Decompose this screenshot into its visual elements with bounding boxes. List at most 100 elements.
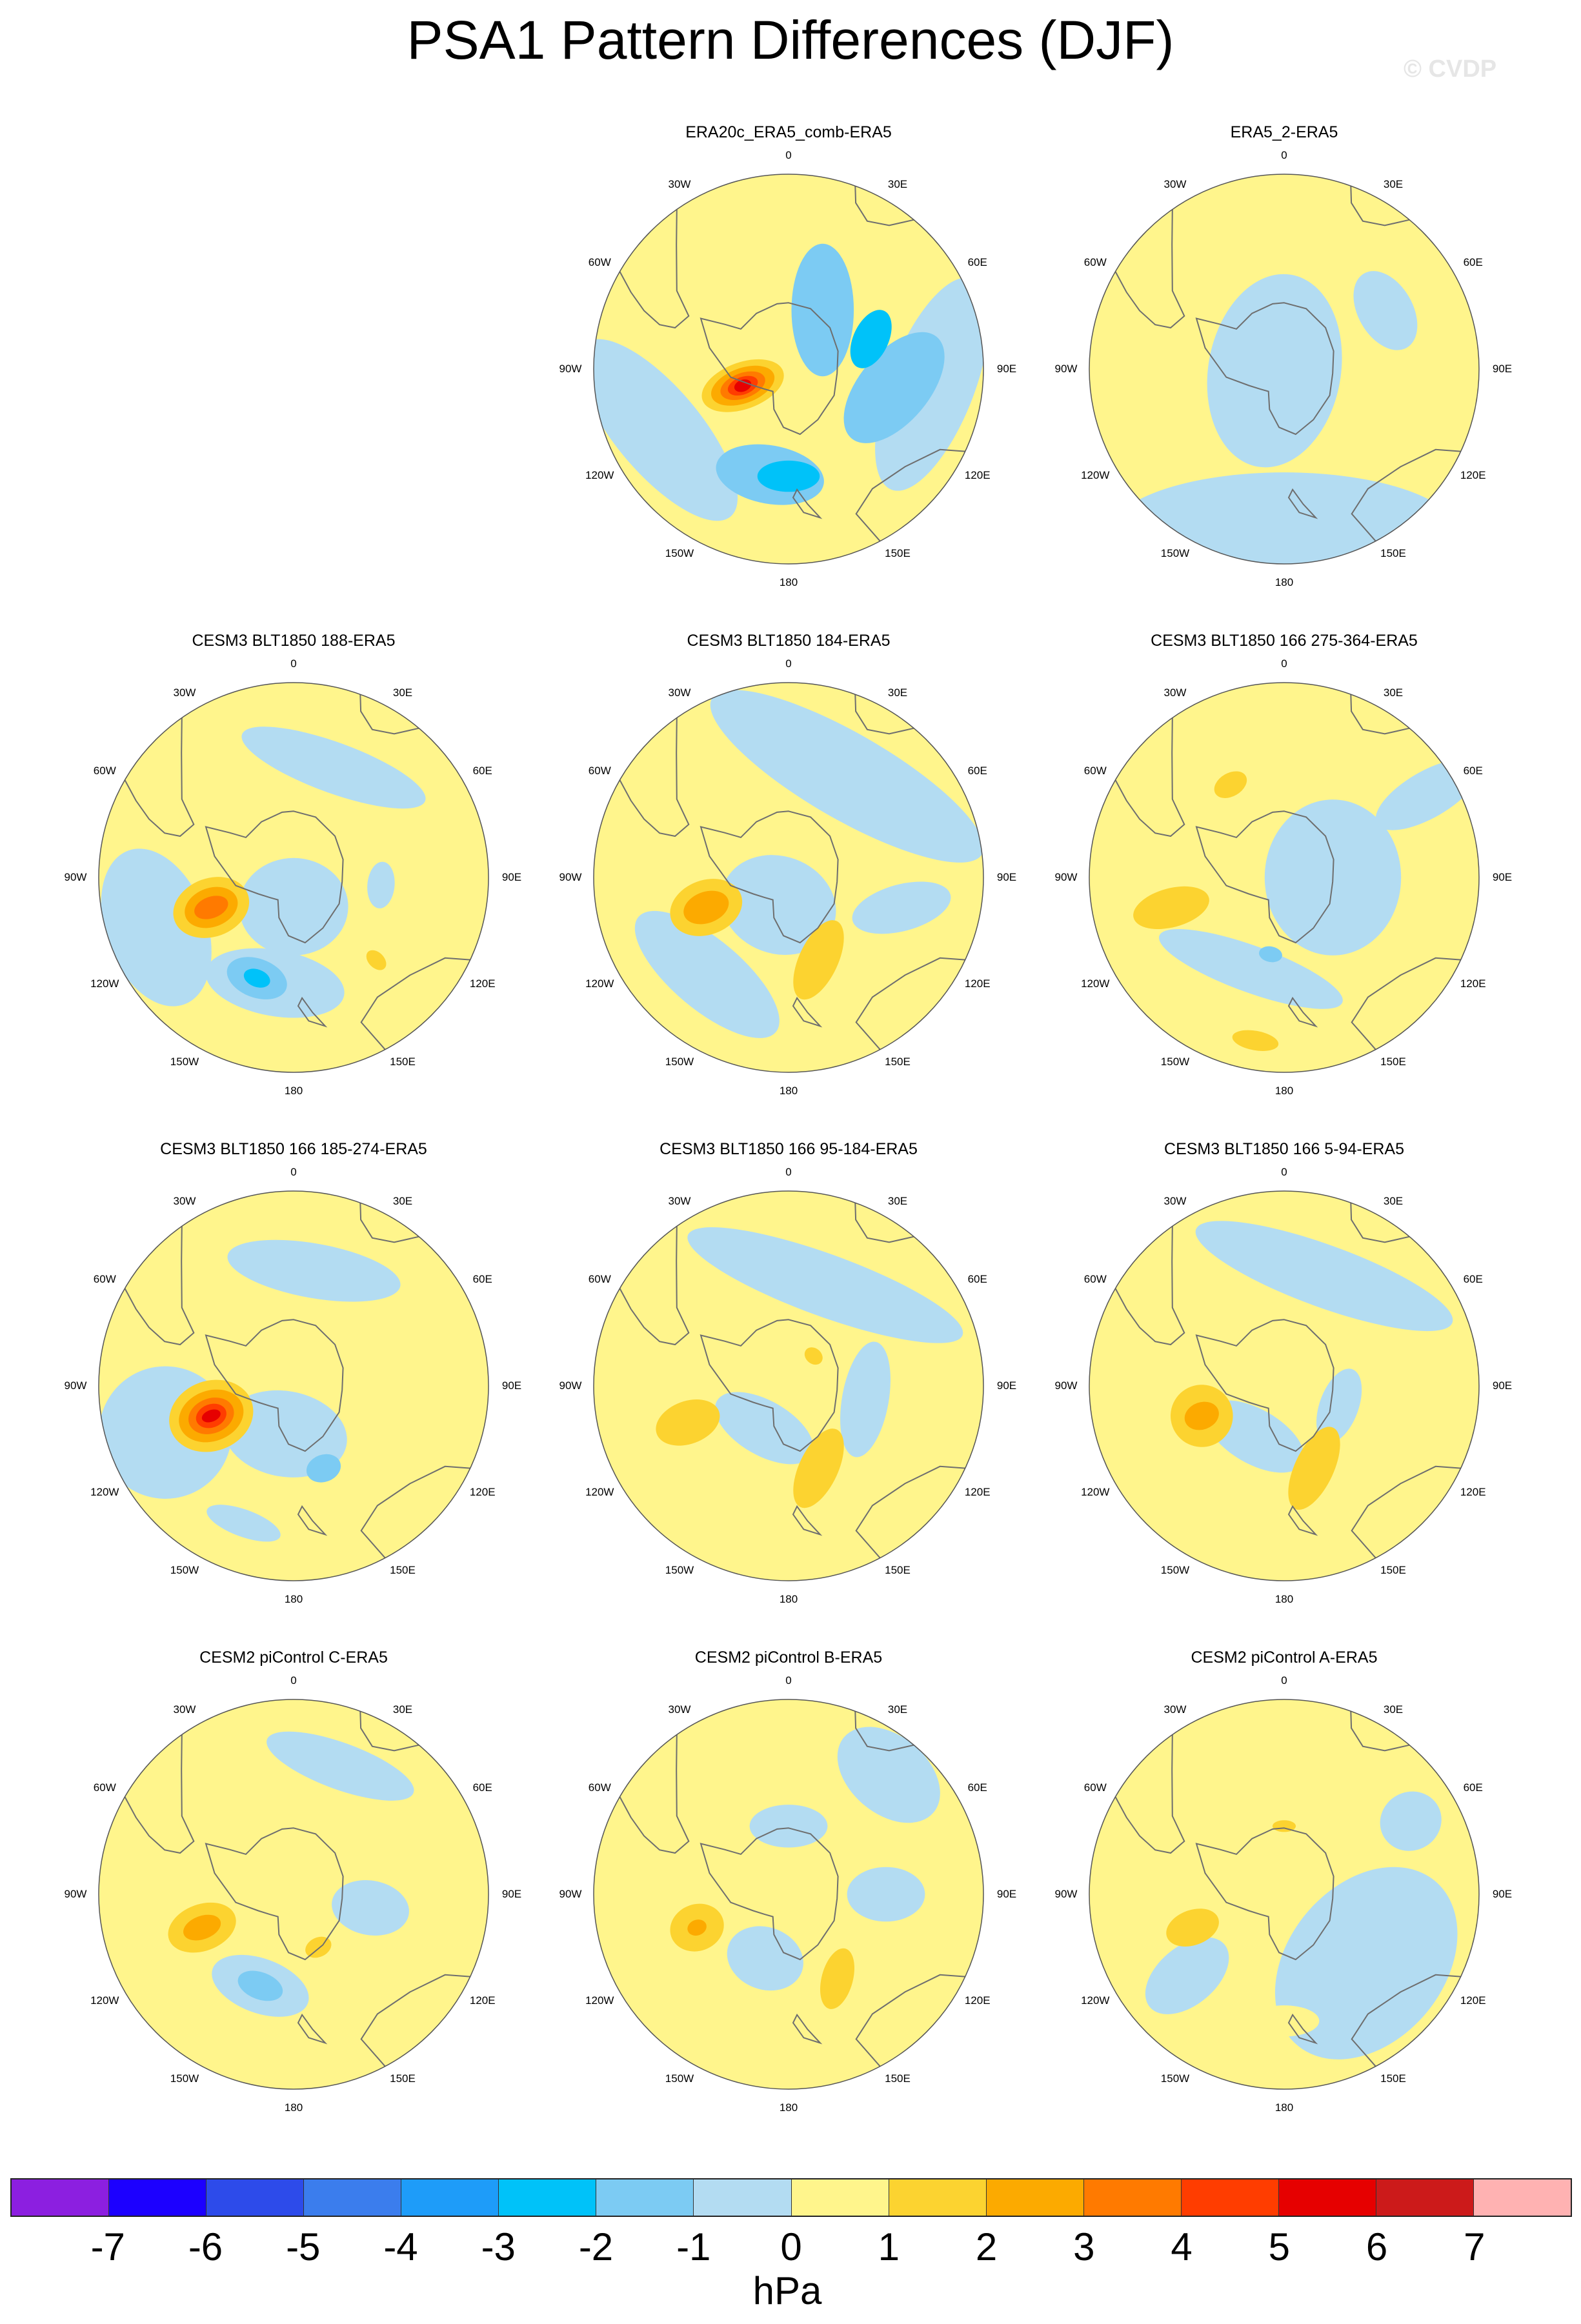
- longitude-label: 30E: [392, 1703, 413, 1716]
- antarctica-outline: [205, 1827, 344, 1961]
- new-zealand-outline: [297, 1505, 328, 1536]
- longitude-label: 90W: [559, 1379, 582, 1392]
- longitude-label: 120E: [964, 1994, 991, 2007]
- longitude-label: 150W: [665, 2072, 694, 2085]
- longitude-label: 180: [1274, 1592, 1294, 1605]
- longitude-label: 90E: [996, 1379, 1017, 1392]
- map-panel-era5-2: [1089, 174, 1480, 565]
- new-zealand-outline: [1287, 1505, 1318, 1536]
- south-america-outline: [1114, 209, 1185, 329]
- colorbar-swatch: [596, 2179, 694, 2216]
- australia-outline: [360, 957, 470, 1050]
- longitude-label: 30E: [887, 686, 908, 699]
- contour-region: [227, 1239, 401, 1302]
- longitude-label: 0: [785, 1166, 792, 1179]
- contour-region: [793, 1428, 844, 1508]
- map-border: [1089, 1699, 1480, 2090]
- colorbar-swatch: [1376, 2179, 1474, 2216]
- colorbar-swatch: [791, 2179, 889, 2216]
- colorbar-swatch: [206, 2179, 305, 2216]
- longitude-label: 120E: [469, 1486, 496, 1499]
- africa-outline: [854, 1203, 914, 1243]
- panel-title: CESM2 piControl A-ERA5: [1191, 1648, 1378, 1667]
- australia-outline: [1351, 1465, 1461, 1559]
- map-border: [593, 174, 984, 565]
- contour-region: [1214, 771, 1247, 798]
- longitude-label: 60W: [1083, 1272, 1107, 1285]
- south-america-outline: [619, 1734, 690, 1854]
- australia-outline: [855, 957, 965, 1050]
- map-panel-blt-188: [98, 682, 489, 1073]
- contour-region: [791, 243, 854, 377]
- longitude-label: 30W: [668, 1194, 691, 1207]
- colorbar-unit: hPa: [752, 2269, 822, 2312]
- contour-region: [366, 950, 387, 970]
- contour-region: [1353, 271, 1418, 350]
- australia-outline: [1351, 448, 1461, 542]
- contour-region: [656, 1399, 720, 1446]
- longitude-label: 150E: [390, 1056, 416, 1068]
- africa-outline: [359, 1711, 419, 1752]
- longitude-label: 90E: [1492, 1888, 1513, 1900]
- contour-region: [1166, 1908, 1219, 1947]
- longitude-label: 90W: [64, 1888, 87, 1900]
- longitude-label: 150W: [1160, 1056, 1190, 1068]
- longitude-label: 150W: [665, 1056, 694, 1068]
- longitude-label: 60W: [588, 764, 611, 777]
- contour-region: [1380, 1791, 1442, 1851]
- longitude-label: 90E: [501, 1379, 522, 1392]
- map-panel-blt-184: [593, 682, 984, 1073]
- contour-region: [757, 460, 820, 492]
- panel-title: CESM3 BLT1850 184-ERA5: [687, 632, 891, 650]
- contour-region: [194, 896, 228, 919]
- longitude-label: 0: [1281, 657, 1287, 670]
- panel-title: CESM3 BLT1850 166 185-274-ERA5: [160, 1140, 427, 1158]
- page-title: PSA1 Pattern Differences (DJF): [407, 10, 1174, 70]
- longitude-label: 120E: [1460, 1994, 1486, 2007]
- longitude-label: 90E: [501, 871, 522, 883]
- longitude-label: 180: [779, 1592, 798, 1605]
- new-zealand-outline: [792, 2013, 823, 2045]
- longitude-label: 180: [779, 1084, 798, 1097]
- longitude-label: 150E: [1380, 2072, 1406, 2085]
- longitude-label: 120W: [585, 977, 614, 990]
- longitude-label: 60W: [93, 764, 116, 777]
- longitude-label: 90E: [996, 871, 1017, 883]
- longitude-label: 120W: [1081, 977, 1110, 990]
- contour-region: [332, 1880, 409, 1936]
- longitude-label: 150E: [1380, 547, 1406, 560]
- longitude-label: 60E: [1463, 255, 1483, 268]
- longitude-label: 120W: [1081, 469, 1110, 482]
- antarctica-outline: [1195, 810, 1334, 944]
- south-america-outline: [1114, 1226, 1185, 1346]
- australia-outline: [360, 1465, 470, 1559]
- contour-region: [201, 1409, 221, 1423]
- new-zealand-outline: [792, 996, 823, 1028]
- longitude-label: 120W: [585, 1994, 614, 2007]
- contour-region: [243, 968, 270, 988]
- map-border: [98, 1190, 489, 1581]
- colorbar-swatch: [1181, 2179, 1279, 2216]
- longitude-label: 30W: [1163, 1194, 1187, 1207]
- longitude-label: 180: [1274, 576, 1294, 588]
- colorbar-swatch: [304, 2179, 402, 2216]
- contour-region: [1249, 2005, 1320, 2037]
- longitude-label: 30W: [173, 686, 196, 699]
- new-zealand-outline: [1287, 488, 1318, 519]
- longitude-label: 0: [785, 657, 792, 670]
- longitude-label: 60E: [1463, 1272, 1483, 1285]
- contour-region: [843, 332, 945, 443]
- colorbar-swatch: [109, 2179, 207, 2216]
- australia-outline: [1351, 957, 1461, 1050]
- map-panel-blt-95: [593, 1190, 984, 1581]
- panel-title: CESM2 piControl C-ERA5: [199, 1648, 388, 1667]
- longitude-label: 60W: [1083, 1781, 1107, 1794]
- longitude-label: 120W: [90, 1994, 119, 2007]
- colorbar-tick-label: -5: [286, 2225, 321, 2269]
- contour-region: [687, 1227, 963, 1343]
- antarctica-outline: [700, 1319, 839, 1452]
- map-panel-picontrol-b: [593, 1699, 984, 2090]
- map-border: [98, 1699, 489, 2090]
- map-border: [593, 1699, 984, 2090]
- longitude-label: 120E: [469, 977, 496, 990]
